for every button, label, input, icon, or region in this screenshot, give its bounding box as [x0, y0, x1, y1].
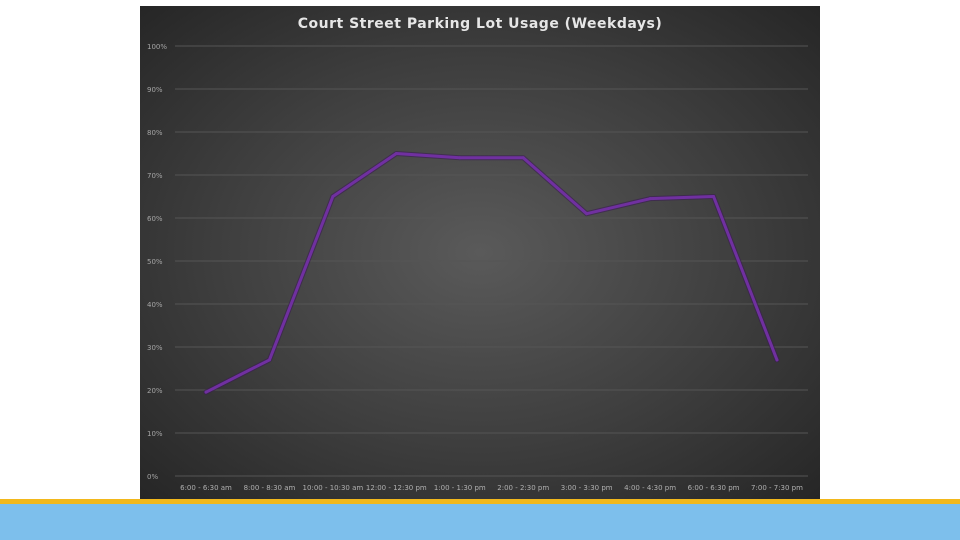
data-point [267, 358, 271, 362]
x-tick-label: 6:00 - 6:30 am [180, 484, 232, 492]
data-point [648, 197, 652, 201]
footer-gold-stripe [0, 499, 960, 504]
x-tick-label: 10:00 - 10:30 am [303, 484, 364, 492]
x-tick-label: 6:00 - 6:30 pm [688, 484, 740, 492]
x-tick-label: 8:00 - 8:30 am [244, 484, 296, 492]
series-line [204, 152, 779, 394]
chart-title: Court Street Parking Lot Usage (Weekdays… [297, 16, 663, 32]
x-tick-label: 4:00 - 4:30 pm [624, 484, 676, 492]
y-tick-label: 50% [147, 258, 163, 266]
y-tick-label: 80% [147, 129, 163, 137]
y-tick-label: 70% [147, 172, 163, 180]
x-tick-label: 7:00 - 7:30 pm [751, 484, 803, 492]
data-point [331, 195, 335, 198]
data-point [775, 358, 779, 362]
y-tick-label: 20% [147, 387, 163, 395]
data-point [204, 390, 208, 394]
x-tick-label: 3:00 - 3:30 pm [561, 484, 613, 492]
data-point [394, 152, 398, 155]
y-tick-label: 90% [147, 86, 163, 94]
x-tick-label: 1:00 - 1:30 pm [434, 484, 486, 492]
chart-panel: Court Street Parking Lot Usage (Weekdays… [140, 6, 820, 499]
y-tick-label: 30% [147, 344, 163, 352]
y-tick-label: 10% [147, 430, 163, 438]
y-tick-label: 40% [147, 301, 163, 309]
x-tick-label: 2:00 - 2:30 pm [497, 484, 549, 492]
data-point [458, 156, 462, 160]
data-point [712, 195, 716, 198]
series-line-shadow [203, 151, 780, 395]
y-tick-label: 60% [147, 215, 163, 223]
data-point [521, 156, 525, 160]
footer-blue-band [0, 504, 960, 540]
data-point [585, 212, 589, 216]
line-chart: 0% 10% 20% 30% 40% 50% 60% 70% 80% 90% 100% 6:00 - … [147, 43, 808, 492]
y-tick-label: 100% [147, 43, 167, 51]
y-tick-label: 0% [147, 473, 158, 481]
x-tick-label: 12:00 - 12:30 pm [366, 484, 427, 492]
